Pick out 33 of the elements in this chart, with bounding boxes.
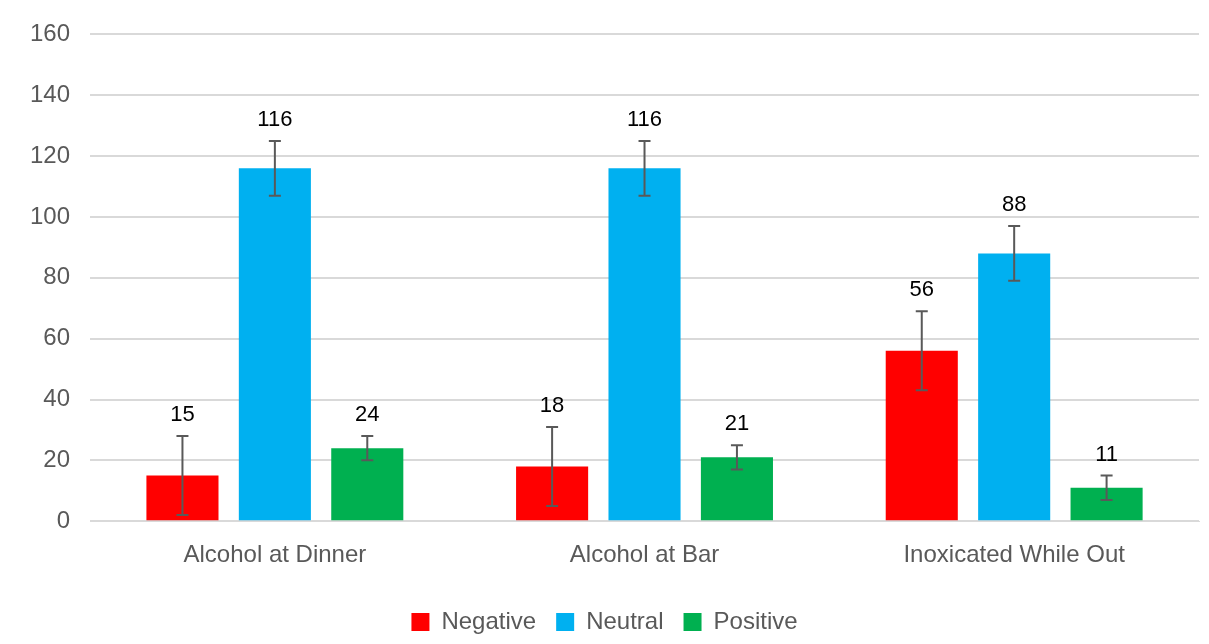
data-label: 18 [539,391,565,417]
x-tick-label: Alcohol at Bar [569,540,720,568]
data-label: 116 [257,105,293,131]
y-tick-label: 40 [43,384,71,412]
bar [700,457,773,521]
legend-label: Negative [441,606,537,634]
bar [1070,487,1143,521]
bar [516,466,589,521]
y-tick-label: 0 [56,505,71,533]
data-label: 15 [170,401,195,427]
bar [146,475,219,521]
data-label: 21 [724,410,750,436]
bar [331,448,404,521]
legend-label: Positive [713,606,798,634]
x-tick-label: Inoxicated While Out [903,540,1126,568]
y-tick-label: 100 [30,201,71,229]
data-label: 116 [626,105,663,131]
bar [885,350,958,521]
y-tick-label: 80 [43,262,71,290]
y-tick-label: 60 [43,323,71,351]
data-label: 88 [1001,191,1027,217]
bar [978,253,1051,521]
y-tick-label: 20 [43,444,71,472]
y-tick-label: 120 [30,140,71,168]
legend-label: Neutral [586,606,664,634]
data-label: 24 [355,401,380,427]
y-tick-label: 160 [30,19,71,47]
y-tick-label: 140 [30,79,71,107]
bar [608,168,681,521]
data-label: 11 [1095,440,1119,466]
bar [238,168,311,521]
data-label: 56 [909,276,934,302]
x-tick-label: Alcohol at Dinner [183,540,367,568]
